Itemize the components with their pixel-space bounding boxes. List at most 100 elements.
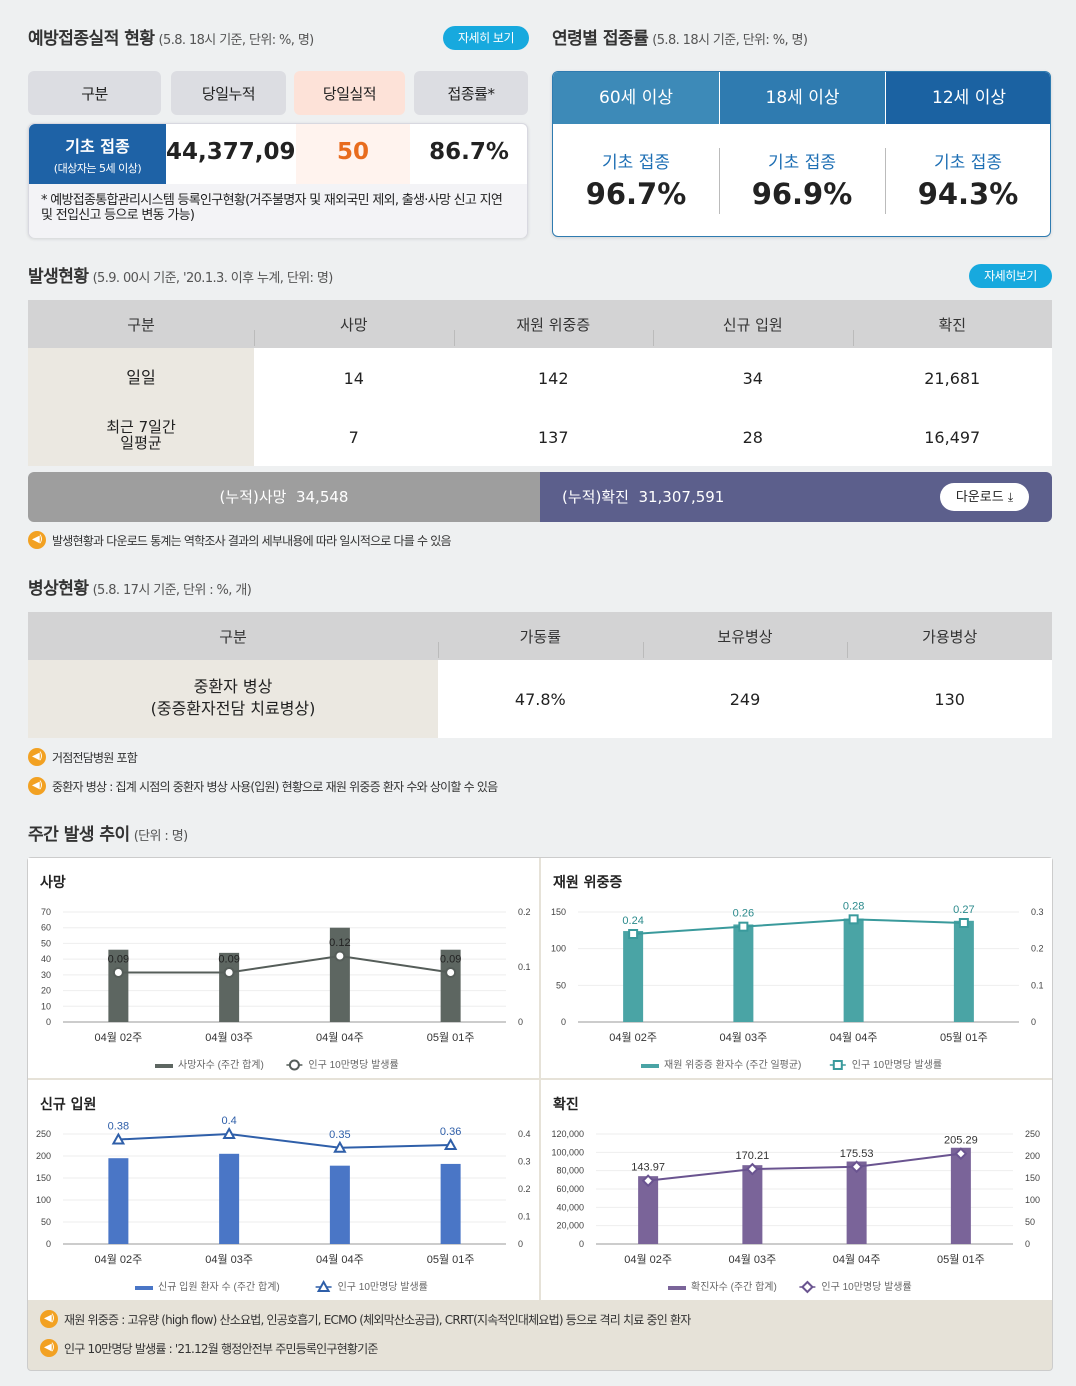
occurrence-row-7day: 최근 7일간 일평균 7 137 28 16,497 [28,408,1052,466]
y2-tick-label: 50 [1025,1217,1035,1227]
occurrence-cell: 34 [742,368,763,388]
y-tick-label: 100 [551,944,566,954]
y-tick-label: 100,000 [551,1147,584,1157]
data-label: 0.36 [440,1126,461,1138]
data-label: 170.21 [736,1150,770,1162]
x-tick-label: 04월 03주 [205,1253,253,1266]
x-tick-label: 04월 03주 [719,1031,767,1044]
x-tick-label: 05월 01주 [937,1253,985,1266]
occurrence-header-admission: 신규 입원 [653,314,853,346]
vaccination-row-label: 기초 접종 [65,137,130,156]
occurrence-note-text: 발생현황과 다운로드 통계는 역학조사 결과의 세부내용에 따라 일시적으로 다… [52,533,452,548]
speaker-icon: ◀) [28,748,46,766]
age-item-60: 기초 접종 96.7% [553,148,719,211]
beds-cell: 47.8% [514,689,566,709]
age-tab-18[interactable]: 18세 이상 [720,72,885,124]
vaccination-footnote: * 예방접종통합관리시스템 등록인구현황(거주불명자 및 재외국민 제외, 출생… [29,184,527,238]
age-tab-60[interactable]: 60세 이상 [553,72,719,124]
occurrence-header-category: 구분 [127,315,155,334]
beds-title-text: 병상현황 [28,579,89,599]
y2-tick-label: 0.2 [518,907,531,917]
beds-note-text: 거점전담병원 포함 [52,750,138,765]
beds-header-occupancy: 가동률 [438,626,643,658]
line-point [641,1174,655,1188]
confirmed-chart: 0 20,000 40,000 60,000 80,000 100,000 120,000 0… [551,1129,1040,1294]
line-point [443,1137,458,1150]
vaccination-rate-value: 86.7% [429,139,509,165]
occurrence-cell: 21,681 [924,368,981,388]
line-point [333,1140,347,1153]
x-tick-label: 04월 03주 [205,1031,253,1044]
vaccination-row-label-box: 기초 접종 (대상자는 5세 이상) [29,124,166,184]
occurrence-detail-button[interactable]: 자세히보기 [969,264,1052,288]
x-tick-label: 04월 02주 [624,1253,672,1266]
y-tick-label: 70 [41,907,51,917]
line-point [111,1132,126,1145]
occurrence-cell: 28 [742,427,763,447]
bar [219,952,240,1022]
cumulative-death-bar: (누적)사망 34,548 [28,472,540,522]
y-tick-label: 20 [41,986,51,996]
download-button[interactable]: 다운로드 ⤓ [940,483,1029,511]
age-rate-card: 60세 이상 18세 이상 12세 이상 기초 접종 96.7% 기초 접종 9… [552,71,1051,237]
occurrence-cell: 7 [348,427,359,447]
data-label: 0.28 [843,900,864,912]
beds-row-label: 중환자 병상 (중증환자전담 치료병상) [28,660,438,738]
vaccination-title-text: 예방접종실적 현황 [28,29,155,49]
rate-line [633,918,964,935]
line-point [334,950,346,962]
vaccination-row-sublabel: (대상자는 5세 이상) [53,162,142,175]
data-label: 143.97 [631,1162,665,1174]
beds-cell: 130 [934,689,965,709]
beds-header-row: 구분 가동률 보유병상 가용병상 [28,612,1052,660]
occurrence-row-label: 최근 7일간 일평균 [28,408,254,466]
y2-tick-label: 0 [1031,1017,1036,1027]
line-point [832,1060,843,1070]
download-label: 다운로드 [955,490,1004,505]
beds-header-available: 가용병상 [847,626,1052,658]
line-point [222,1126,236,1139]
vaccination-detail-button[interactable]: 자세히 보기 [443,26,529,50]
speaker-icon: ◀) [28,777,46,795]
rate-line [648,1152,961,1182]
legend-bar-swatch [135,1286,153,1290]
chart-panel-severe: 재원 위중증 0 50 100 150 0 0.1 0.2 0.3 04월 02주 04월 03주… [541,858,1052,1078]
occurrence-header-row: 구분 사망 재원 위중증 신규 입원 확진 [28,300,1052,348]
y-tick-label: 40 [41,954,51,964]
occurrence-subtitle: (5.9. 00시 기준, '20.1.3. 이후 누계, 단위: 명) [92,271,334,286]
legend-line-label: 인구 10만명당 발생률 [821,1281,911,1293]
x-tick-label: 04월 03주 [728,1253,776,1266]
line-point [628,929,639,939]
chart-title: 신규 입원 [40,1097,97,1113]
data-label: 0.09 [218,954,239,966]
vaccination-header-rate: 접종률* [414,71,528,115]
bar [843,918,864,1022]
legend-bar-label: 사망자수 (주간 합계) [178,1059,264,1071]
y2-tick-label: 250 [1025,1129,1040,1139]
line-point [288,1059,300,1071]
y2-tick-label: 0.4 [518,1129,531,1139]
age-item-label: 기초 접종 [934,153,1002,173]
age-item-label: 기초 접종 [602,153,670,173]
occurrence-row-daily: 일일 14 142 34 21,681 [28,348,1052,408]
data-label: 0.38 [108,1121,129,1133]
occurrence-cell: 142 [537,368,569,388]
x-tick-label: 04월 02주 [94,1253,142,1266]
age-item-18: 기초 접종 96.9% [719,148,885,211]
y2-tick-label: 0.2 [518,1184,531,1194]
beds-note-1: ◀) 거점전담병원 포함 [28,748,138,766]
chart-title: 재원 위중증 [553,875,623,891]
bar [638,1176,659,1244]
beds-table: 구분 가동률 보유병상 가용병상 중환자 병상 (중증환자전담 치료병상) 47… [28,612,1052,738]
beds-subtitle: (5.8. 17시 기준, 단위 : %, 개) [92,583,252,598]
admission-chart: 0 50 100 150 200 250 0 0.1 0.2 0.3 0.4 04월 02주 04월 0… [36,1115,531,1293]
beds-note-2: ◀) 중환자 병상 : 집계 시점의 중환자 병상 사용(입원) 현황으로 재원 … [28,777,498,795]
speaker-icon: ◀) [40,1310,58,1328]
bar [742,1165,763,1244]
age-tab-12[interactable]: 12세 이상 [886,72,1050,124]
chart-panel-death: 사망 0 10 20 30 40 50 60 70 0 0.1 0.2 04월 02주 04월 03주 0… [28,858,539,1078]
x-tick-label: 04월 04주 [833,1253,881,1266]
cumulative-death-value: 34,548 [295,488,349,506]
x-tick-label: 04월 04주 [316,1031,364,1044]
line-point [848,914,859,925]
